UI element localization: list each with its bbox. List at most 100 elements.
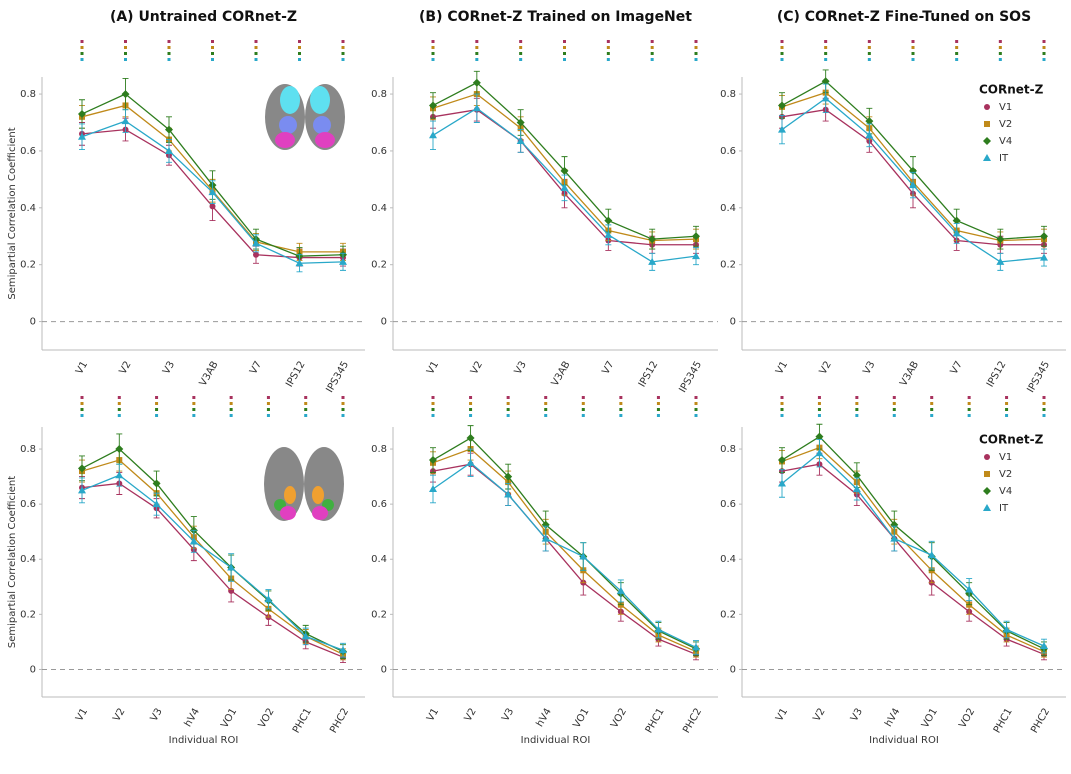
significance-mark [469, 408, 473, 411]
significance-mark [192, 414, 196, 417]
marker [165, 125, 173, 134]
marker [890, 520, 899, 529]
significance-mark [911, 46, 915, 49]
marker [78, 109, 86, 118]
x-axis-label: Individual ROI [521, 735, 591, 746]
significance-mark [155, 408, 159, 411]
significance-mark [117, 414, 121, 417]
y-tick-label: 0 [381, 317, 387, 328]
significance-mark [117, 402, 121, 405]
significance-mark [650, 52, 654, 55]
marker [852, 484, 861, 492]
significance-mark [780, 414, 784, 417]
x-tick-label: VO2 [257, 707, 277, 731]
y-tick-label: 0.8 [20, 89, 36, 100]
x-tick-label: V7 [949, 360, 965, 377]
series-line [781, 446, 1045, 653]
significance-mark [431, 408, 435, 411]
marker [778, 479, 786, 487]
significance-mark [911, 58, 915, 61]
x-tick-label: V3 [149, 707, 165, 724]
significance-mark [1005, 414, 1009, 417]
marker [516, 118, 525, 127]
marker [648, 235, 657, 244]
x-tick-label: IPS12 [637, 360, 661, 390]
significance-mark [124, 58, 127, 61]
significance-mark [780, 402, 784, 405]
y-tick-label: 0 [730, 317, 736, 328]
y-tick-label: 0 [30, 317, 36, 328]
significance-mark [155, 414, 159, 417]
significance-mark [167, 40, 171, 43]
significance-mark [780, 408, 784, 411]
significance-mark [124, 52, 127, 55]
series-line [781, 452, 1045, 647]
marker [429, 484, 437, 492]
significance-mark [955, 46, 959, 49]
marker [295, 259, 304, 267]
marker [654, 625, 663, 633]
significance-mark [431, 46, 435, 49]
significance-mark [650, 58, 654, 61]
marker [1040, 232, 1048, 241]
marker [927, 551, 936, 559]
panel-title: (B) CORnet-Z Trained on ImageNet [419, 9, 692, 25]
significance-mark [930, 396, 934, 399]
significance-mark [998, 52, 1002, 55]
marker [821, 77, 830, 86]
y-tick-label: 0 [30, 664, 36, 675]
significance-mark [192, 408, 196, 411]
significance-mark [341, 396, 345, 399]
significance-mark [855, 402, 859, 405]
marker [252, 239, 260, 247]
x-tick-label: V2 [818, 360, 834, 377]
series-line [81, 474, 344, 651]
significance-mark [506, 396, 510, 399]
significance-mark [254, 40, 258, 43]
significance-mark [341, 408, 345, 411]
significance-mark [1042, 52, 1046, 55]
significance-mark [431, 414, 435, 417]
x-tick-label: V3 [849, 707, 865, 724]
significance-mark [563, 58, 566, 61]
significance-mark [266, 408, 270, 411]
significance-mark [167, 58, 171, 61]
significance-mark [117, 396, 121, 399]
significance-mark [211, 52, 214, 55]
significance-mark [855, 408, 859, 411]
series-line [432, 437, 697, 650]
marker [604, 230, 613, 238]
y-tick-label: 0.4 [371, 203, 387, 214]
significance-mark [867, 40, 871, 43]
x-tick-label: hV4 [883, 707, 902, 729]
x-tick-label: V3 [500, 707, 516, 724]
marker [516, 136, 525, 144]
marker [504, 490, 513, 498]
marker [1040, 642, 1048, 650]
marker [996, 257, 1005, 265]
marker [692, 643, 700, 651]
significance-mark [298, 58, 301, 61]
marker [852, 471, 861, 480]
marker [429, 131, 437, 139]
significance-mark [506, 408, 510, 411]
marker [541, 534, 550, 542]
significance-mark [656, 396, 660, 399]
marker [616, 586, 625, 594]
significance-mark [824, 40, 828, 43]
significance-mark [266, 414, 270, 417]
panel-title: (C) CORnet-Z Fine-Tuned on SOS [777, 9, 1031, 25]
significance-mark [619, 396, 623, 399]
marker [209, 203, 216, 210]
significance-mark [431, 396, 435, 399]
significance-mark [1005, 408, 1009, 411]
marker [121, 90, 130, 99]
y-tick-label: 0.8 [720, 444, 736, 455]
y-tick-label: 0.6 [20, 499, 36, 510]
significance-mark [192, 396, 196, 399]
x-tick-label: hV4 [535, 707, 554, 729]
y-tick-label: 0.6 [720, 499, 736, 510]
x-tick-label: V3AB [898, 359, 921, 388]
significance-mark [298, 40, 301, 43]
significance-mark [967, 408, 971, 411]
